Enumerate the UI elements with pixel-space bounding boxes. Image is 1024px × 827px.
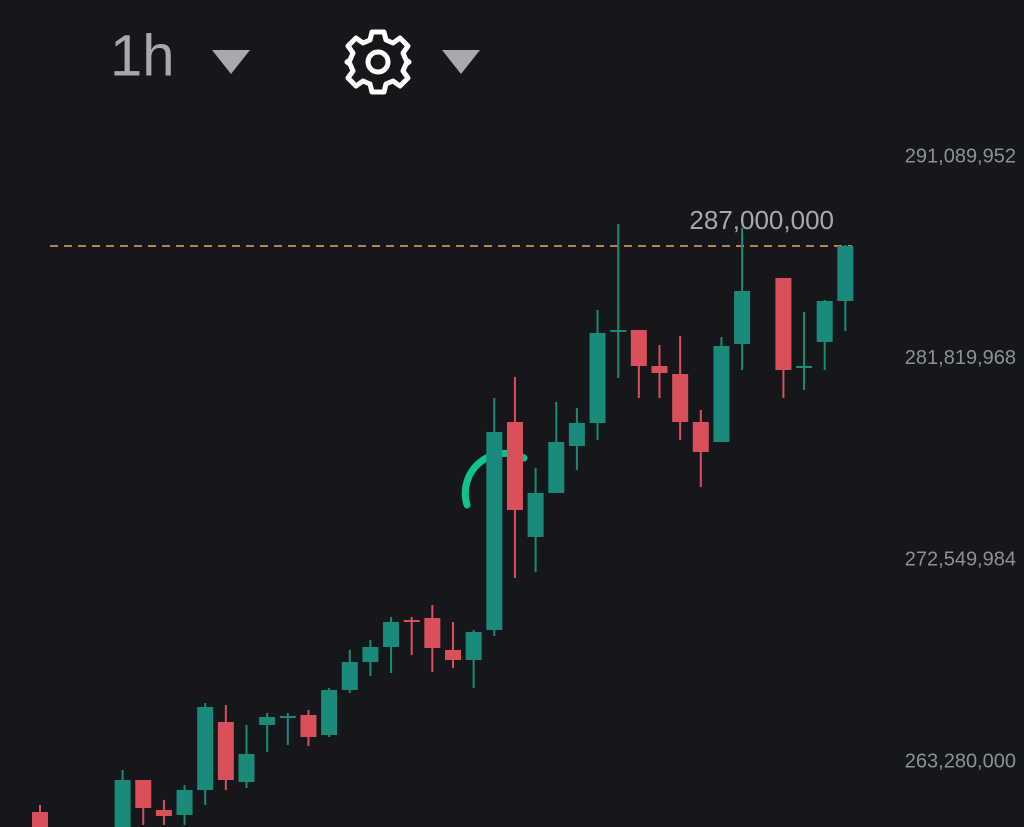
settings-icon[interactable] bbox=[344, 29, 412, 95]
candle-body bbox=[197, 706, 214, 790]
candle-body bbox=[630, 329, 647, 366]
candle-body bbox=[775, 278, 792, 370]
candle-body bbox=[692, 421, 709, 452]
candle-body bbox=[176, 789, 193, 815]
interval-label[interactable]: 1h bbox=[110, 23, 175, 88]
candle-body bbox=[734, 290, 751, 344]
candle-body bbox=[589, 332, 606, 423]
interval-dropdown[interactable] bbox=[212, 50, 250, 74]
price-line-label: 287,000,000 bbox=[689, 205, 834, 235]
candle-body bbox=[796, 365, 813, 368]
candle-body bbox=[672, 373, 689, 422]
candle-body bbox=[341, 661, 358, 690]
settings-dropdown[interactable] bbox=[442, 50, 480, 74]
candle-body bbox=[486, 431, 503, 630]
candle-body bbox=[548, 441, 565, 493]
candle-body bbox=[114, 779, 131, 827]
candle-body bbox=[713, 345, 730, 442]
candle-body bbox=[259, 716, 276, 725]
candle-body bbox=[135, 779, 152, 808]
candle-body bbox=[362, 646, 379, 662]
y-tick-label: 272,549,984 bbox=[905, 549, 1016, 571]
candle-body bbox=[610, 329, 627, 332]
candle-body bbox=[465, 631, 482, 660]
candle-body bbox=[300, 714, 317, 737]
y-tick-label: 263,280,000 bbox=[905, 750, 1016, 772]
candle-body bbox=[527, 492, 544, 537]
candle-body bbox=[403, 619, 420, 622]
candle-body bbox=[32, 811, 48, 827]
y-tick-label: 291,089,952 bbox=[905, 145, 1016, 167]
candle-body bbox=[238, 753, 255, 782]
candle-body bbox=[445, 649, 461, 660]
candle-body bbox=[816, 301, 833, 342]
candle-body bbox=[217, 721, 234, 780]
candle-body bbox=[279, 715, 296, 718]
candle-body bbox=[568, 422, 585, 446]
candle-body bbox=[651, 365, 668, 373]
candle-body bbox=[837, 245, 854, 302]
candle-body bbox=[321, 689, 338, 735]
y-tick-label: 281,819,968 bbox=[905, 347, 1016, 369]
candle-body bbox=[383, 621, 400, 647]
candle-body bbox=[155, 809, 172, 816]
candle-body bbox=[506, 421, 523, 510]
candle-body bbox=[424, 617, 441, 648]
